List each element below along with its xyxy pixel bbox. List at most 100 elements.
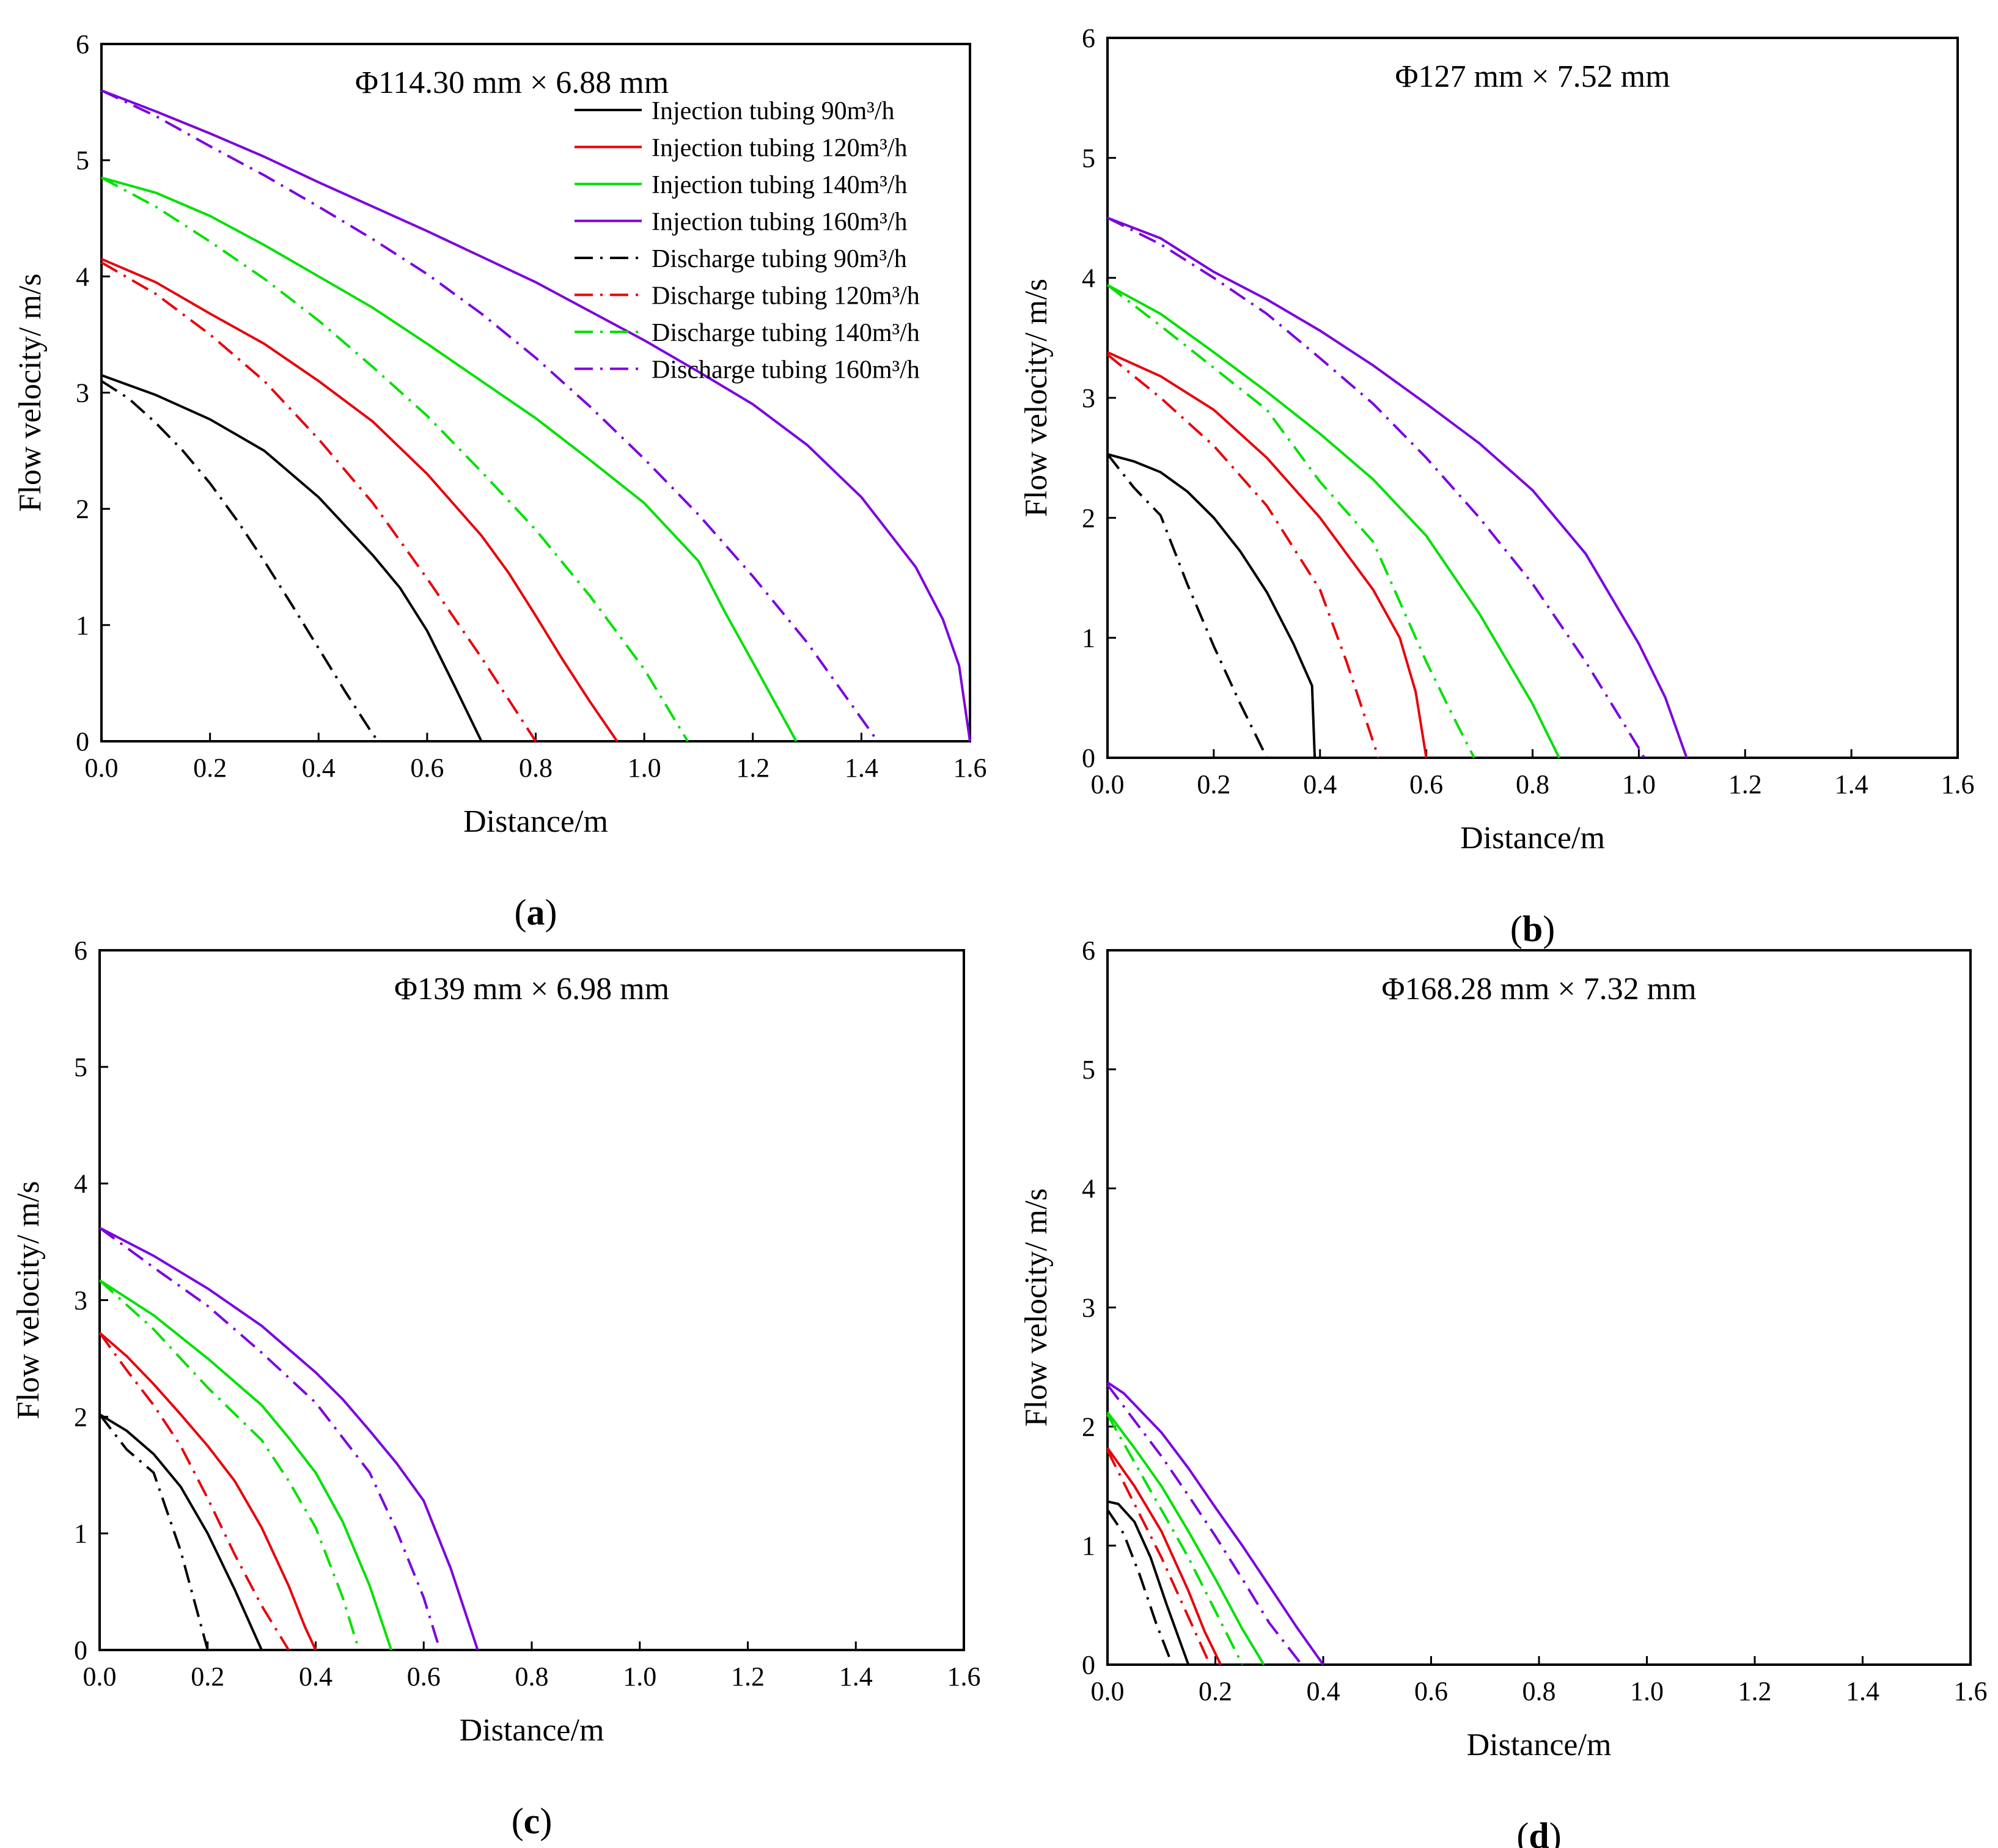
series-line-discharge-140 <box>101 176 689 743</box>
x-tick-label: 0.4 <box>1307 1676 1340 1706</box>
x-tick-label: 0.0 <box>1091 769 1125 799</box>
x-tick-label: 0.4 <box>1303 769 1337 799</box>
panel-label: (d) <box>1516 1816 1561 1848</box>
panel-a: 0.0 0.2 0.4 0.6 0.8 1.0 1.2 1.4 1.6 0 1 2 3 4 5 6 Distan… <box>13 29 987 933</box>
series-line-injection-160 <box>99 1226 479 1651</box>
y-tick-label: 4 <box>1082 263 1095 293</box>
panel-c: 0.0 0.2 0.4 0.6 0.8 1.0 1.2 1.4 1.6 0 1 2 3 4 5 6 Distan… <box>11 936 981 1841</box>
x-tick-label: 1.6 <box>1954 1676 1988 1706</box>
panel-label-letter: a <box>527 892 545 933</box>
series-line-discharge-90 <box>1106 1509 1173 1665</box>
y-tick-label: 4 <box>76 262 89 292</box>
y-tick-label: 1 <box>1082 1531 1095 1561</box>
y-tick-label: 1 <box>74 1519 87 1549</box>
x-tick-label: 1.2 <box>736 753 769 783</box>
y-tick-label: 6 <box>74 936 87 966</box>
x-tick-label: 1.2 <box>731 1662 765 1692</box>
series-line-discharge-160 <box>101 89 879 743</box>
series-line-injection-120 <box>98 1332 317 1651</box>
x-tick-label: 0.2 <box>1197 769 1230 799</box>
legend-label: Injection tubing 160m³/h <box>652 208 908 237</box>
series-line-discharge-90 <box>98 1414 209 1651</box>
x-tick-label: 1.0 <box>1622 769 1656 799</box>
y-tick-label: 3 <box>76 378 89 408</box>
x-tick-label: 1.2 <box>1738 1676 1772 1706</box>
y-tick-label: 4 <box>74 1169 87 1199</box>
x-tick-label: 1.2 <box>1728 769 1762 799</box>
series-line-discharge-120 <box>1106 353 1380 758</box>
legend-label: Discharge tubing 160m³/h <box>652 356 920 384</box>
y-tick-label: 5 <box>1082 1055 1095 1085</box>
series-line-injection-140 <box>1107 284 1560 758</box>
panel-label: (b) <box>1510 909 1555 949</box>
y-axis-title: Flow velocity/ m/s <box>11 1181 46 1420</box>
y-tick-label: 5 <box>1082 143 1095 173</box>
y-tick-label: 2 <box>76 494 89 524</box>
x-tick-label: 0.2 <box>193 753 227 783</box>
y-axis-title: Flow velocity/ m/s <box>1019 1189 1054 1427</box>
y-tick-label: 1 <box>1082 623 1095 653</box>
series-line-injection-120 <box>1107 351 1428 758</box>
panel-title: Φ139 mm × 6.98 mm <box>394 972 669 1007</box>
y-axis-title: Flow velocity/ m/s <box>13 274 48 512</box>
panel-label: (a) <box>515 892 557 933</box>
series-line-injection-90 <box>1107 453 1317 758</box>
x-axis-title: Distance/m <box>460 1713 604 1748</box>
x-tick-label: 1.0 <box>628 753 661 783</box>
panel-b: 0.0 0.2 0.4 0.6 0.8 1.0 1.2 1.4 1.6 0 1 2 3 4 5 6 Distan… <box>1019 23 1975 949</box>
x-tick-label: 0.8 <box>519 753 553 783</box>
panel-label-letter: c <box>524 1801 540 1841</box>
y-tick-label: 2 <box>74 1402 87 1432</box>
series-line-injection-120 <box>101 257 619 743</box>
series-line-discharge-90 <box>100 380 380 743</box>
panel-title: Φ114.30 mm × 6.88 mm <box>355 65 669 100</box>
x-tick-label: 0.0 <box>85 753 119 783</box>
x-tick-label: 1.4 <box>1835 769 1868 799</box>
x-tick-label: 0.0 <box>1091 1676 1125 1706</box>
series-line-discharge-160 <box>98 1226 441 1651</box>
panel-title: Φ168.28 mm × 7.32 mm <box>1381 972 1696 1007</box>
panel-label-letter: b <box>1522 909 1543 949</box>
x-tick-label: 1.0 <box>623 1662 656 1692</box>
y-tick-label: 3 <box>74 1286 87 1316</box>
x-tick-label: 0.2 <box>191 1662 224 1692</box>
series-line-injection-90 <box>101 374 483 742</box>
x-tick-label: 1.6 <box>953 753 987 783</box>
y-tick-label: 6 <box>1082 23 1095 53</box>
legend-label: Injection tubing 140m³/h <box>652 171 908 199</box>
panel-title: Φ127 mm × 7.52 mm <box>1395 59 1670 94</box>
panel-label-letter: d <box>1529 1816 1549 1848</box>
x-tick-label: 0.8 <box>1522 1676 1556 1706</box>
series-line-injection-160 <box>1107 216 1688 758</box>
series-line-discharge-160 <box>1107 216 1645 758</box>
series-line-injection-90 <box>98 1413 263 1651</box>
y-tick-label: 2 <box>1082 1412 1095 1442</box>
y-tick-label: 5 <box>76 145 89 175</box>
series-line-discharge-120 <box>100 261 537 743</box>
legend-label: Discharge tubing 120m³/h <box>652 282 920 310</box>
series-line-discharge-160 <box>1106 1384 1303 1666</box>
series-line-injection-140 <box>1106 1411 1265 1666</box>
series-line-discharge-140 <box>1106 284 1475 758</box>
x-tick-label: 1.4 <box>1846 1676 1879 1706</box>
series-line-discharge-140 <box>98 1279 361 1651</box>
x-tick-label: 0.6 <box>1409 769 1443 799</box>
x-tick-label: 0.4 <box>302 753 336 783</box>
series-line-discharge-140 <box>1106 1414 1244 1665</box>
y-tick-label: 3 <box>1082 1293 1095 1323</box>
x-tick-label: 0.8 <box>515 1662 549 1692</box>
series-line-injection-90 <box>1107 1500 1190 1665</box>
y-tick-label: 5 <box>74 1052 87 1082</box>
x-tick-label: 1.6 <box>1941 769 1975 799</box>
x-tick-label: 1.4 <box>839 1662 873 1692</box>
series-line-injection-140 <box>101 176 798 742</box>
x-tick-label: 1.6 <box>947 1662 981 1692</box>
x-tick-label: 0.0 <box>83 1662 117 1692</box>
y-tick-label: 0 <box>1082 743 1095 773</box>
y-axis-title: Flow velocity/ m/s <box>1019 279 1054 517</box>
series-line-injection-160 <box>1106 1381 1324 1666</box>
legend-label: Discharge tubing 140m³/h <box>652 319 920 347</box>
y-tick-label: 4 <box>1082 1174 1095 1204</box>
y-tick-label: 0 <box>76 727 89 757</box>
x-tick-label: 0.2 <box>1199 1676 1232 1706</box>
